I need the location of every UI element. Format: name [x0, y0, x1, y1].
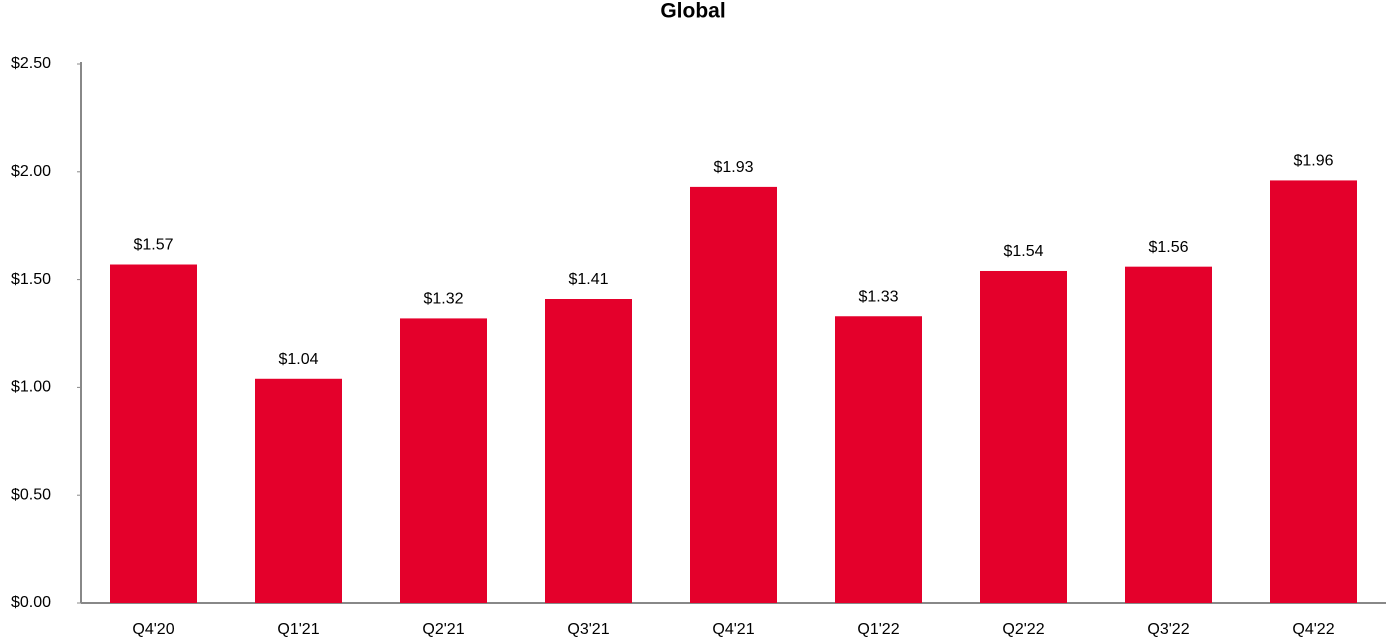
- bar: [1125, 266, 1212, 603]
- bar: [690, 186, 777, 603]
- value-label: $1.54: [1003, 243, 1043, 260]
- y-tick-label: $1.50: [11, 271, 51, 288]
- bar: [980, 270, 1067, 603]
- value-label: $1.93: [713, 159, 753, 176]
- y-tick-label: $2.00: [11, 163, 51, 180]
- bar: [255, 378, 342, 603]
- x-tick-label: Q4'21: [712, 621, 754, 638]
- value-label: $1.04: [278, 351, 318, 368]
- y-tick-label: $0.00: [11, 594, 51, 611]
- x-tick-label: Q3'21: [567, 621, 609, 638]
- y-tick-label: $0.50: [11, 486, 51, 503]
- bar: [400, 318, 487, 603]
- value-label: $1.57: [133, 237, 173, 254]
- value-label: $1.96: [1293, 153, 1333, 170]
- bar: [835, 316, 922, 603]
- x-tick-label: Q4'20: [132, 621, 174, 638]
- x-tick-label: Q2'22: [1002, 621, 1044, 638]
- value-label: $1.41: [568, 271, 608, 288]
- y-tick-label: $2.50: [11, 55, 51, 72]
- x-tick-label: Q2'21: [422, 621, 464, 638]
- x-tick-label: Q1'22: [857, 621, 899, 638]
- y-tick-label: $1.00: [11, 379, 51, 396]
- x-tick-label: Q1'21: [277, 621, 319, 638]
- chart-title: Global: [660, 0, 725, 23]
- bar: [545, 299, 632, 603]
- bar: [110, 264, 197, 603]
- value-label: $1.33: [858, 288, 898, 305]
- value-label: $1.32: [423, 291, 463, 308]
- x-tick-label: Q3'22: [1147, 621, 1189, 638]
- bar: [1270, 180, 1357, 603]
- value-label: $1.56: [1148, 239, 1188, 256]
- x-tick-label: Q4'22: [1292, 621, 1334, 638]
